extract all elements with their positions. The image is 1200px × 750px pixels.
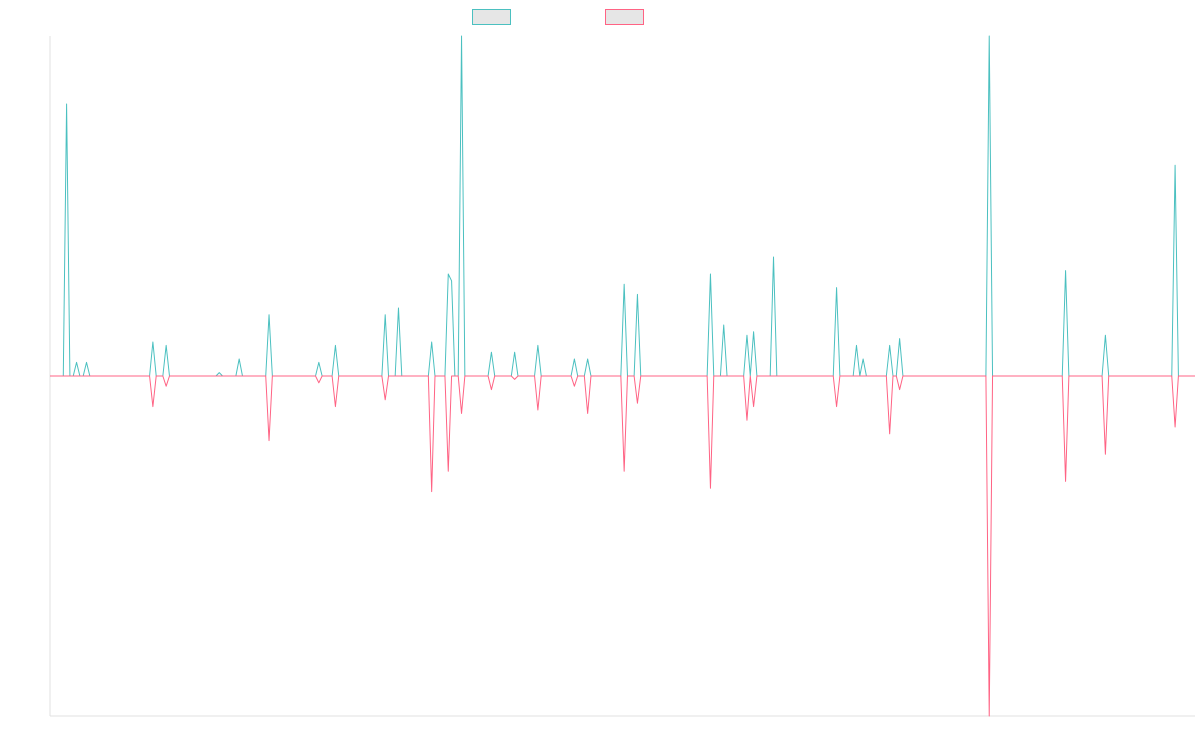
series-layer [50, 35, 1195, 717]
series-line-1[interactable] [50, 35, 1195, 377]
legend-swatch-series-1[interactable] [472, 9, 511, 25]
series-line-2[interactable] [50, 375, 1195, 717]
legend-swatch-series-2[interactable] [605, 9, 644, 25]
